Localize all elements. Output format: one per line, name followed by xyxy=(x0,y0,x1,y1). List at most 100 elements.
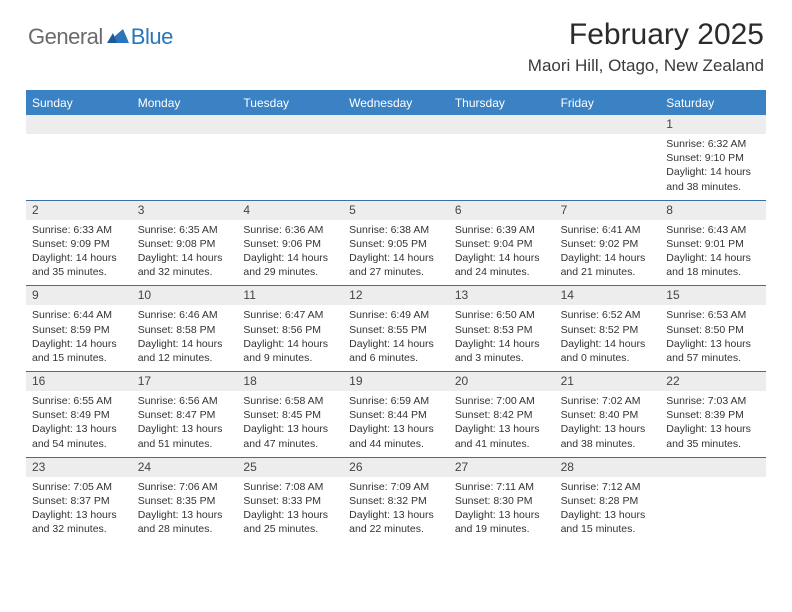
sunset-text: Sunset: 8:58 PM xyxy=(138,323,232,337)
day-number xyxy=(237,115,343,134)
day-cell xyxy=(555,115,661,200)
header: General Blue February 2025 Maori Hill, O… xyxy=(0,0,792,76)
week-row: 1Sunrise: 6:32 AMSunset: 9:10 PMDaylight… xyxy=(26,115,766,201)
day-cell: 7Sunrise: 6:41 AMSunset: 9:02 PMDaylight… xyxy=(555,201,661,286)
sunset-text: Sunset: 8:28 PM xyxy=(561,494,655,508)
day-cell: 4Sunrise: 6:36 AMSunset: 9:06 PMDaylight… xyxy=(237,201,343,286)
day-cell xyxy=(660,458,766,543)
daylight-text: Daylight: 13 hours and 28 minutes. xyxy=(138,508,232,536)
day-details: Sunrise: 6:41 AMSunset: 9:02 PMDaylight:… xyxy=(555,220,661,286)
day-cell: 9Sunrise: 6:44 AMSunset: 8:59 PMDaylight… xyxy=(26,286,132,371)
logo-text-general: General xyxy=(28,24,103,50)
sunset-text: Sunset: 8:49 PM xyxy=(32,408,126,422)
day-number xyxy=(343,115,449,134)
daylight-text: Daylight: 13 hours and 51 minutes. xyxy=(138,422,232,450)
weekday-label: Monday xyxy=(132,92,238,115)
daylight-text: Daylight: 13 hours and 44 minutes. xyxy=(349,422,443,450)
sunrise-text: Sunrise: 6:55 AM xyxy=(32,394,126,408)
day-details: Sunrise: 6:47 AMSunset: 8:56 PMDaylight:… xyxy=(237,305,343,371)
sunset-text: Sunset: 9:08 PM xyxy=(138,237,232,251)
sunset-text: Sunset: 9:06 PM xyxy=(243,237,337,251)
daylight-text: Daylight: 14 hours and 9 minutes. xyxy=(243,337,337,365)
sunset-text: Sunset: 8:32 PM xyxy=(349,494,443,508)
day-details: Sunrise: 7:05 AMSunset: 8:37 PMDaylight:… xyxy=(26,477,132,543)
day-details: Sunrise: 6:43 AMSunset: 9:01 PMDaylight:… xyxy=(660,220,766,286)
weekday-label: Friday xyxy=(555,92,661,115)
daylight-text: Daylight: 14 hours and 32 minutes. xyxy=(138,251,232,279)
sunrise-text: Sunrise: 7:09 AM xyxy=(349,480,443,494)
day-details: Sunrise: 6:52 AMSunset: 8:52 PMDaylight:… xyxy=(555,305,661,371)
day-details: Sunrise: 6:44 AMSunset: 8:59 PMDaylight:… xyxy=(26,305,132,371)
month-title: February 2025 xyxy=(528,18,764,52)
day-number: 18 xyxy=(237,372,343,391)
sunrise-text: Sunrise: 6:47 AM xyxy=(243,308,337,322)
day-cell: 18Sunrise: 6:58 AMSunset: 8:45 PMDayligh… xyxy=(237,372,343,457)
daylight-text: Daylight: 14 hours and 3 minutes. xyxy=(455,337,549,365)
day-details: Sunrise: 7:12 AMSunset: 8:28 PMDaylight:… xyxy=(555,477,661,543)
sunrise-text: Sunrise: 7:11 AM xyxy=(455,480,549,494)
day-number: 17 xyxy=(132,372,238,391)
sunset-text: Sunset: 8:40 PM xyxy=(561,408,655,422)
day-cell: 23Sunrise: 7:05 AMSunset: 8:37 PMDayligh… xyxy=(26,458,132,543)
sunrise-text: Sunrise: 6:50 AM xyxy=(455,308,549,322)
sunrise-text: Sunrise: 7:00 AM xyxy=(455,394,549,408)
day-details: Sunrise: 6:58 AMSunset: 8:45 PMDaylight:… xyxy=(237,391,343,457)
sunset-text: Sunset: 8:42 PM xyxy=(455,408,549,422)
title-block: February 2025 Maori Hill, Otago, New Zea… xyxy=(528,18,764,76)
week-row: 2Sunrise: 6:33 AMSunset: 9:09 PMDaylight… xyxy=(26,201,766,287)
sunrise-text: Sunrise: 6:36 AM xyxy=(243,223,337,237)
day-number: 28 xyxy=(555,458,661,477)
location-subtitle: Maori Hill, Otago, New Zealand xyxy=(528,56,764,76)
daylight-text: Daylight: 13 hours and 32 minutes. xyxy=(32,508,126,536)
day-number: 7 xyxy=(555,201,661,220)
day-cell: 13Sunrise: 6:50 AMSunset: 8:53 PMDayligh… xyxy=(449,286,555,371)
sunrise-text: Sunrise: 7:02 AM xyxy=(561,394,655,408)
day-details: Sunrise: 7:03 AMSunset: 8:39 PMDaylight:… xyxy=(660,391,766,457)
daylight-text: Daylight: 14 hours and 21 minutes. xyxy=(561,251,655,279)
sunset-text: Sunset: 8:53 PM xyxy=(455,323,549,337)
daylight-text: Daylight: 14 hours and 18 minutes. xyxy=(666,251,760,279)
day-cell: 1Sunrise: 6:32 AMSunset: 9:10 PMDaylight… xyxy=(660,115,766,200)
day-number: 12 xyxy=(343,286,449,305)
calendar: Sunday Monday Tuesday Wednesday Thursday… xyxy=(26,90,766,542)
day-number: 4 xyxy=(237,201,343,220)
week-row: 16Sunrise: 6:55 AMSunset: 8:49 PMDayligh… xyxy=(26,372,766,458)
day-details: Sunrise: 6:55 AMSunset: 8:49 PMDaylight:… xyxy=(26,391,132,457)
sunrise-text: Sunrise: 6:44 AM xyxy=(32,308,126,322)
day-number xyxy=(449,115,555,134)
day-cell: 10Sunrise: 6:46 AMSunset: 8:58 PMDayligh… xyxy=(132,286,238,371)
sunset-text: Sunset: 8:39 PM xyxy=(666,408,760,422)
sunset-text: Sunset: 8:59 PM xyxy=(32,323,126,337)
day-details: Sunrise: 7:09 AMSunset: 8:32 PMDaylight:… xyxy=(343,477,449,543)
day-cell: 27Sunrise: 7:11 AMSunset: 8:30 PMDayligh… xyxy=(449,458,555,543)
day-cell: 17Sunrise: 6:56 AMSunset: 8:47 PMDayligh… xyxy=(132,372,238,457)
daylight-text: Daylight: 14 hours and 35 minutes. xyxy=(32,251,126,279)
day-number: 6 xyxy=(449,201,555,220)
day-cell xyxy=(132,115,238,200)
day-details: Sunrise: 7:02 AMSunset: 8:40 PMDaylight:… xyxy=(555,391,661,457)
day-details: Sunrise: 7:08 AMSunset: 8:33 PMDaylight:… xyxy=(237,477,343,543)
day-number: 25 xyxy=(237,458,343,477)
day-number: 15 xyxy=(660,286,766,305)
logo: General Blue xyxy=(28,18,173,50)
day-number xyxy=(26,115,132,134)
day-number: 22 xyxy=(660,372,766,391)
day-number: 9 xyxy=(26,286,132,305)
daylight-text: Daylight: 13 hours and 47 minutes. xyxy=(243,422,337,450)
weekday-header-row: Sunday Monday Tuesday Wednesday Thursday… xyxy=(26,92,766,115)
sunset-text: Sunset: 9:01 PM xyxy=(666,237,760,251)
sunset-text: Sunset: 8:45 PM xyxy=(243,408,337,422)
day-cell: 12Sunrise: 6:49 AMSunset: 8:55 PMDayligh… xyxy=(343,286,449,371)
day-number: 20 xyxy=(449,372,555,391)
day-cell: 19Sunrise: 6:59 AMSunset: 8:44 PMDayligh… xyxy=(343,372,449,457)
day-cell xyxy=(26,115,132,200)
day-details: Sunrise: 6:39 AMSunset: 9:04 PMDaylight:… xyxy=(449,220,555,286)
day-cell: 5Sunrise: 6:38 AMSunset: 9:05 PMDaylight… xyxy=(343,201,449,286)
week-row: 9Sunrise: 6:44 AMSunset: 8:59 PMDaylight… xyxy=(26,286,766,372)
day-cell: 24Sunrise: 7:06 AMSunset: 8:35 PMDayligh… xyxy=(132,458,238,543)
day-details: Sunrise: 6:50 AMSunset: 8:53 PMDaylight:… xyxy=(449,305,555,371)
sunset-text: Sunset: 8:52 PM xyxy=(561,323,655,337)
daylight-text: Daylight: 13 hours and 54 minutes. xyxy=(32,422,126,450)
day-number: 3 xyxy=(132,201,238,220)
sunset-text: Sunset: 8:50 PM xyxy=(666,323,760,337)
